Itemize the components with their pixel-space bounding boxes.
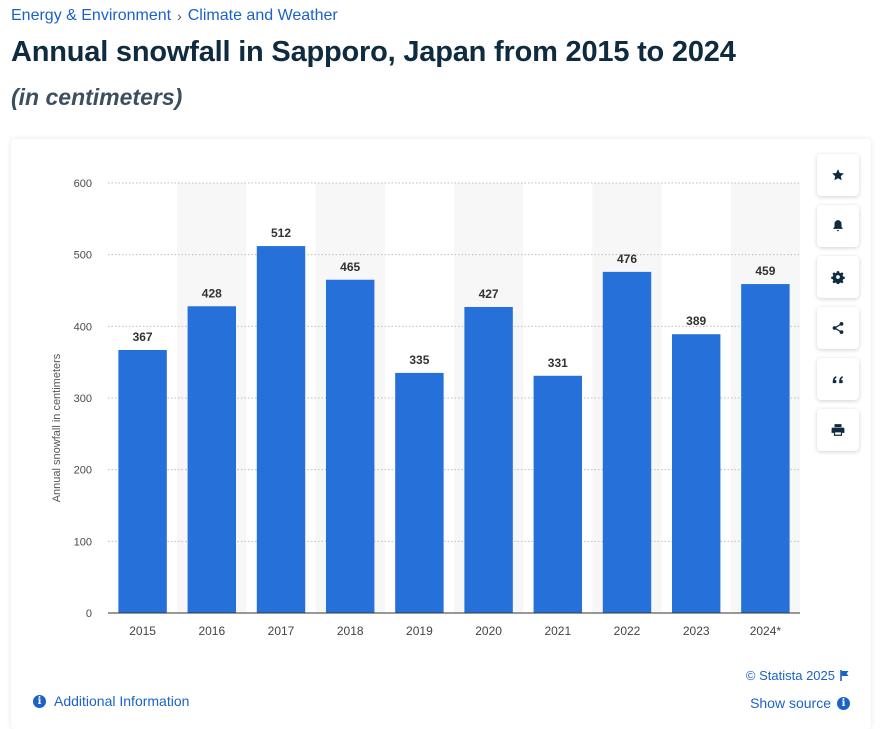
notification-button[interactable]	[817, 205, 859, 247]
share-button[interactable]	[817, 307, 859, 349]
bar	[533, 375, 583, 613]
data-label: 367	[133, 330, 153, 344]
breadcrumb: Energy & Environment › Climate and Weath…	[11, 7, 338, 25]
x-tick-label: 2017	[268, 624, 295, 638]
y-tick-label: 400	[74, 321, 92, 333]
data-label: 331	[548, 356, 568, 370]
flag-icon	[840, 670, 849, 681]
y-tick-label: 300	[74, 393, 92, 405]
page-title: Annual snowfall in Sapporo, Japan from 2…	[11, 36, 736, 68]
show-source-link[interactable]: Show source i	[750, 695, 850, 711]
settings-button[interactable]	[817, 256, 859, 298]
favorite-button[interactable]	[817, 154, 859, 196]
additional-information-label: Additional Information	[54, 693, 190, 709]
x-tick-label: 2016	[198, 624, 225, 638]
statista-copyright[interactable]: © Statista 2025	[746, 668, 850, 683]
bell-icon	[833, 220, 843, 232]
x-tick-label: 2021	[544, 624, 571, 638]
x-tick-label: 2022	[614, 624, 641, 638]
additional-information-link[interactable]: i Additional Information	[33, 693, 189, 709]
data-label: 335	[409, 353, 429, 367]
x-tick-label: 2019	[406, 624, 433, 638]
bar	[602, 271, 652, 613]
data-label: 476	[617, 252, 637, 266]
info-icon: i	[33, 694, 46, 708]
y-tick-label: 0	[86, 608, 92, 620]
share-icon	[832, 322, 844, 334]
bar-chart: 0 100 200 300 400 500 600 Annual snowfall in ce…	[51, 178, 800, 638]
y-tick-label: 600	[74, 178, 92, 190]
data-label: 389	[686, 314, 706, 328]
bar	[256, 246, 306, 614]
star-icon	[832, 169, 844, 181]
cite-button[interactable]	[817, 358, 859, 400]
x-tick-label: 2015	[129, 624, 156, 638]
page-subtitle: (in centimeters)	[11, 84, 183, 110]
copyright-text: © Statista 2025	[745, 668, 835, 683]
y-tick-label: 200	[74, 465, 92, 477]
bar	[671, 334, 721, 613]
data-label: 459	[755, 264, 775, 278]
bar	[395, 372, 444, 613]
breadcrumb-link-energy[interactable]: Energy & Environment	[11, 7, 172, 24]
bar	[464, 306, 513, 613]
y-tick-label: 100	[74, 536, 92, 548]
x-tick-label: 2020	[475, 624, 502, 638]
print-icon	[831, 424, 845, 436]
quote-icon	[832, 376, 843, 384]
chart-card: 0 100 200 300 400 500 600 Annual snowfall in ce…	[11, 139, 871, 729]
breadcrumb-separator: ›	[177, 8, 182, 24]
print-button[interactable]	[817, 409, 859, 451]
bar	[118, 349, 167, 613]
data-label: 428	[202, 286, 222, 300]
data-label: 465	[340, 260, 360, 274]
x-tick-label: 2018	[337, 624, 364, 638]
show-source-label: Show source	[750, 695, 831, 711]
y-axis-title: Annual snowfall in centimeters	[51, 353, 63, 502]
x-tick-label: 2023	[683, 624, 710, 638]
x-tick-label: 2024*	[750, 624, 782, 638]
bar	[741, 284, 790, 613]
gear-icon	[831, 271, 845, 284]
chart-toolbar	[817, 154, 859, 451]
breadcrumb-link-climate[interactable]: Climate and Weather	[187, 7, 338, 24]
bar	[187, 306, 237, 613]
info-icon: i	[837, 696, 850, 710]
data-label: 427	[479, 287, 499, 301]
data-label: 512	[271, 226, 291, 240]
y-tick-label: 500	[74, 250, 92, 262]
bar	[325, 279, 375, 613]
